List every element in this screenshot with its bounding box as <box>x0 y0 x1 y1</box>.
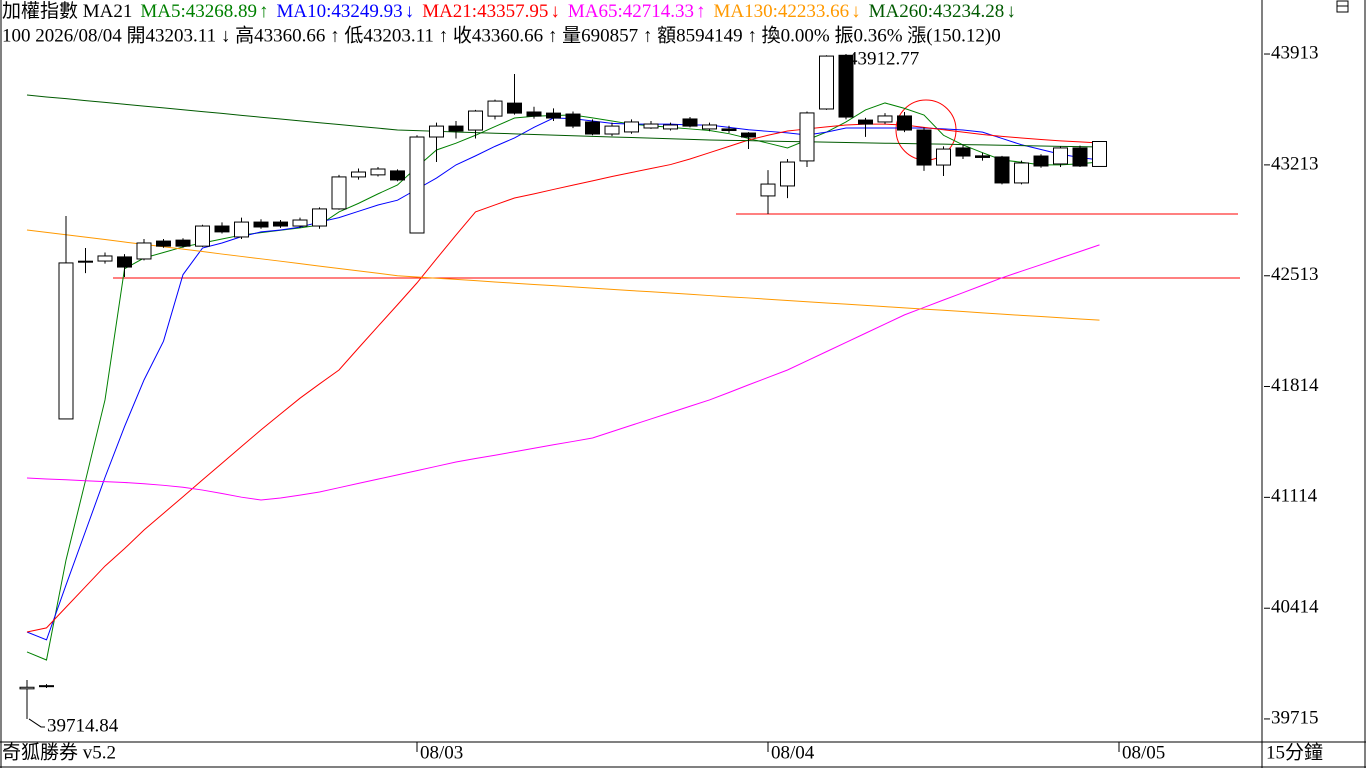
period: 15分鐘 <box>1266 741 1323 763</box>
legend-entry: MA10:43249.93 <box>277 1 403 22</box>
candle-body <box>58 262 74 420</box>
candle-body <box>838 54 854 118</box>
candle-body <box>565 113 581 127</box>
candle-body <box>468 110 483 131</box>
legend-entry: MA130:42233.66 <box>714 1 850 22</box>
candle-body <box>624 121 639 133</box>
legend-trend: ↑ <box>696 1 706 22</box>
candle-body <box>195 225 210 247</box>
candle-body <box>1033 155 1049 167</box>
candle-body <box>682 118 698 127</box>
candles <box>19 54 1107 719</box>
header: 加權指數 MA21 MA5:43268.89 ↑ MA10:43249.93 ↓ MA21… <box>2 0 1016 46</box>
ma-line <box>26 117 1100 641</box>
candle-body <box>721 128 737 132</box>
candle-body <box>643 123 659 129</box>
ma-line <box>26 229 1100 321</box>
candle-body <box>97 255 113 262</box>
candle-body <box>292 219 308 227</box>
y-tick-label: 40414 <box>1271 597 1319 618</box>
legend-trend: ↓ <box>405 1 415 22</box>
candle-body <box>936 148 951 166</box>
candle-body <box>897 115 912 131</box>
candle-body <box>780 161 795 187</box>
candle-body <box>760 183 776 197</box>
legend-trend: ↑ <box>259 1 269 22</box>
candle-body <box>19 686 35 690</box>
x-tick-label: 08/04 <box>771 742 815 763</box>
candle-body <box>585 121 600 135</box>
candle-body <box>136 242 152 260</box>
candle-body <box>994 156 1010 184</box>
candle-body <box>507 102 522 114</box>
candle-body <box>975 155 990 158</box>
legend-entry: MA5:43268.89 <box>140 1 257 22</box>
candle-body <box>214 225 230 233</box>
legend-trend: ↓ <box>851 1 861 22</box>
candle-body <box>39 685 54 688</box>
x-tick-label: 08/05 <box>1122 742 1165 763</box>
candle-body <box>78 260 93 263</box>
candle-body <box>526 111 542 117</box>
candle-body <box>351 171 366 178</box>
y-tick-label: 43213 <box>1271 153 1319 174</box>
candle-body <box>663 124 678 130</box>
candle-body <box>1092 141 1107 167</box>
ma-line <box>26 123 1100 633</box>
candle-body <box>312 208 327 227</box>
candle-body <box>799 112 815 162</box>
candle-body <box>1072 147 1088 167</box>
high-label: 43912.77 <box>848 48 919 69</box>
y-tick-label: 43913 <box>1271 42 1319 63</box>
candle-body <box>858 119 873 125</box>
candle-body <box>741 132 756 138</box>
x-tick-label: 08/03 <box>420 742 463 763</box>
candle-body <box>1053 147 1068 165</box>
legend-trend: ↓ <box>1006 1 1016 22</box>
candle-body <box>487 100 503 117</box>
candle-body <box>117 256 132 268</box>
legend-trend: ↓ <box>550 1 560 22</box>
title: 加權指數 MA21 <box>2 0 132 22</box>
candle-body <box>331 176 347 210</box>
y-tick-label: 41114 <box>1271 486 1318 507</box>
low-label: 39714.84 <box>47 715 119 736</box>
candle-body <box>429 125 444 138</box>
candle-body <box>370 168 386 176</box>
legend-entry: MA260:43234.28 <box>869 1 1005 22</box>
candle-body <box>546 112 561 119</box>
header-legend: 加權指數 MA21 MA5:43268.89 ↑ MA10:43249.93 ↓ MA21… <box>2 0 1016 22</box>
candle-body <box>916 129 932 166</box>
info-line: 100 2026/08/04 開43203.11 ↓ 高43360.66 ↑ 低… <box>2 24 1001 46</box>
low-pointer <box>28 718 45 728</box>
candle-body <box>702 124 717 130</box>
candle-body <box>604 125 620 135</box>
candle-body <box>156 240 171 247</box>
legend-entry: MA21:43357.95 <box>422 1 548 22</box>
legend-entry: MA65:42714.33 <box>568 1 694 22</box>
y-tick-label: 39715 <box>1271 707 1319 728</box>
candle-body <box>1014 162 1029 184</box>
candle-body <box>819 55 834 110</box>
candle-body <box>409 136 425 234</box>
candle-body <box>877 115 893 123</box>
candle-body <box>175 239 191 247</box>
candle-body <box>234 221 249 238</box>
app-name: 奇狐勝券 v5.2 <box>2 741 116 763</box>
candle-body <box>955 147 971 157</box>
y-tick-label: 41814 <box>1271 375 1319 396</box>
candle-body <box>448 125 464 132</box>
y-tick-label: 42513 <box>1271 264 1319 285</box>
candle-body <box>390 170 405 181</box>
candle-body <box>253 221 269 228</box>
candle-body <box>273 221 288 227</box>
